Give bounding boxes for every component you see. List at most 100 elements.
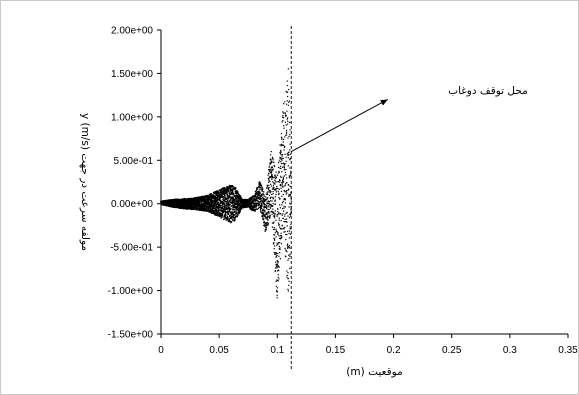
- data-point: [231, 197, 233, 199]
- data-point: [251, 208, 253, 210]
- data-point: [289, 133, 291, 136]
- data-point: [206, 210, 208, 212]
- data-point: [288, 193, 290, 196]
- data-point: [279, 242, 281, 244]
- data-point: [202, 206, 204, 208]
- data-point: [272, 203, 274, 205]
- data-point: [289, 149, 291, 151]
- data-point: [230, 192, 233, 194]
- data-point: [228, 220, 230, 222]
- data-point: [210, 208, 212, 210]
- data-point: [284, 213, 286, 215]
- data-point: [279, 235, 281, 237]
- data-point: [199, 209, 202, 211]
- data-point: [193, 203, 195, 206]
- data-point: [286, 80, 288, 82]
- data-point: [283, 162, 285, 164]
- data-point: [232, 216, 234, 219]
- data-point: [230, 196, 232, 198]
- data-point: [252, 200, 254, 202]
- data-point: [219, 212, 221, 214]
- data-point: [230, 220, 232, 222]
- data-point: [258, 194, 260, 197]
- data-point: [203, 201, 205, 203]
- x-tick-label: 0.25: [442, 345, 462, 356]
- data-point: [221, 215, 223, 217]
- data-point: [285, 249, 287, 251]
- data-point: [234, 216, 237, 218]
- data-point: [210, 210, 212, 213]
- data-point: [275, 253, 277, 255]
- data-point: [258, 206, 260, 209]
- data-point: [210, 212, 212, 214]
- y-axis-title: مولفه سرعت در جهت y (m/s): [79, 113, 91, 251]
- data-point: [274, 269, 276, 272]
- data-point: [225, 208, 228, 210]
- data-point: [262, 188, 264, 191]
- data-point: [225, 189, 227, 191]
- data-point: [286, 182, 288, 184]
- y-tick-label: 2.00e+00: [111, 26, 153, 37]
- data-point: [213, 196, 216, 199]
- annotation: محل توقف دوغاب: [291, 85, 528, 153]
- data-point: [194, 205, 196, 207]
- data-point: [237, 195, 239, 198]
- data-point: [241, 197, 243, 200]
- data-point: [287, 157, 289, 159]
- data-point: [214, 205, 216, 207]
- data-point: [198, 207, 200, 210]
- data-point: [227, 188, 229, 190]
- data-point: [207, 208, 209, 211]
- data-point: [256, 187, 258, 189]
- data-point: [275, 253, 278, 255]
- data-point: [274, 196, 276, 198]
- data-point: [230, 216, 233, 218]
- data-point: [219, 196, 221, 198]
- data-point: [229, 216, 232, 218]
- data-point: [254, 206, 256, 208]
- data-point: [271, 170, 273, 173]
- data-point: [278, 188, 280, 190]
- data-point: [278, 217, 280, 219]
- data-point: [193, 198, 195, 201]
- data-point: [202, 201, 204, 203]
- data-point: [289, 194, 291, 196]
- data-point: [251, 195, 254, 197]
- data-point: [257, 203, 259, 206]
- data-point: [236, 196, 238, 198]
- data-point: [205, 195, 207, 197]
- data-point: [280, 162, 283, 165]
- data-point: [205, 200, 207, 202]
- data-point: [264, 206, 267, 208]
- data-point: [271, 196, 273, 199]
- data-point: [230, 197, 233, 199]
- data-point: [249, 199, 251, 201]
- data-point: [221, 212, 223, 215]
- data-point: [287, 243, 289, 245]
- data-point: [273, 212, 275, 214]
- data-point: [211, 198, 213, 200]
- data-point: [252, 209, 254, 212]
- data-point: [276, 279, 278, 281]
- data-point: [190, 204, 192, 206]
- data-point: [233, 217, 235, 219]
- data-point: [217, 192, 220, 194]
- data-point: [186, 204, 188, 207]
- data-point: [279, 153, 281, 155]
- data-point: [281, 137, 283, 139]
- data-point: [285, 156, 287, 158]
- data-point: [281, 228, 283, 230]
- data-point: [282, 115, 284, 117]
- data-point: [283, 103, 285, 105]
- data-point: [272, 222, 275, 224]
- data-point: [289, 172, 292, 174]
- data-point: [276, 185, 278, 188]
- data-point: [271, 166, 274, 169]
- data-point: [241, 202, 243, 204]
- data-point: [277, 213, 279, 215]
- data-point: [272, 242, 275, 245]
- data-point: [210, 197, 212, 199]
- data-point: [283, 146, 285, 149]
- data-point: [268, 212, 270, 214]
- data-point: [288, 230, 291, 232]
